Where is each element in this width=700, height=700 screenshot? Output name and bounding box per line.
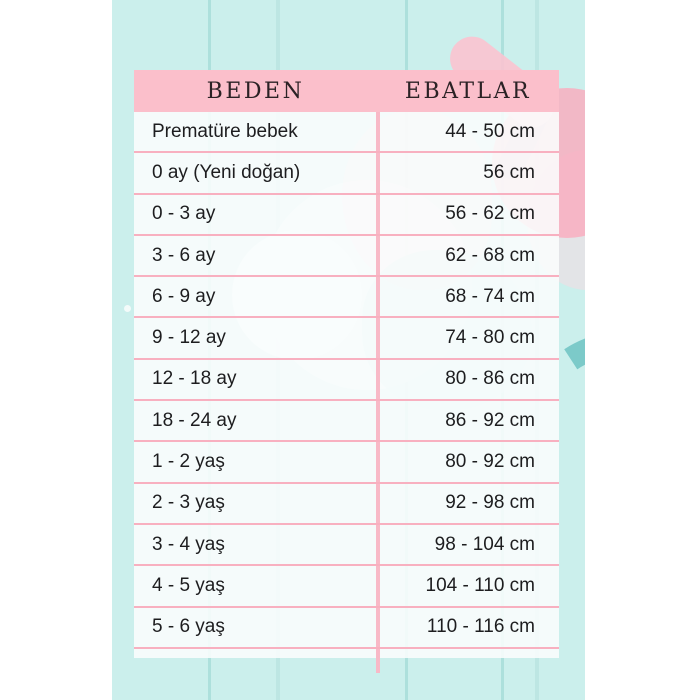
cell-size: 0 ay (Yeni doğan) bbox=[152, 161, 301, 183]
cell-dimensions: 110 - 116 cm bbox=[426, 616, 535, 638]
table-row: 0 - 3 ay 56 - 62 cm bbox=[134, 195, 559, 236]
column-header-size: BEDEN bbox=[206, 78, 305, 104]
table-body: Prematüre bebek 44 - 50 cm 0 ay (Yeni do… bbox=[134, 112, 559, 672]
column-header-size-cell: BEDEN bbox=[134, 79, 377, 104]
cell-size: 3 - 4 yaş bbox=[152, 533, 225, 555]
cell-size: 3 - 6 ay bbox=[152, 244, 216, 266]
cell-dimensions: 86 - 92 cm bbox=[445, 409, 535, 431]
column-header-dimensions: EBATLAR bbox=[404, 78, 532, 104]
cell-dimensions: 98 - 104 cm bbox=[434, 533, 535, 555]
cell-size: 4 - 5 yaş bbox=[152, 574, 225, 596]
cell-dimensions: 56 - 62 cm bbox=[445, 203, 535, 225]
cell-dimensions: 80 - 86 cm bbox=[445, 368, 535, 390]
cell-dimensions: 74 - 80 cm bbox=[445, 327, 535, 349]
size-chart-card: BEDEN EBATLAR Prematüre bebek 44 - 50 cm… bbox=[134, 70, 559, 672]
column-divider-tail bbox=[376, 658, 380, 673]
table-row: 4 - 5 yaş 104 - 110 cm bbox=[134, 566, 559, 608]
cell-dimensions: 80 - 92 cm bbox=[445, 451, 535, 473]
cell-size: Prematüre bebek bbox=[152, 120, 298, 142]
white-dot-shape bbox=[124, 305, 131, 312]
cell-size: 0 - 3 ay bbox=[152, 203, 216, 225]
cell-dimensions: 68 - 74 cm bbox=[445, 285, 535, 307]
cell-size: 2 - 3 yaş bbox=[152, 492, 225, 514]
table-row: Prematüre bebek 44 - 50 cm bbox=[134, 112, 559, 154]
table-row: 12 - 18 ay 80 - 86 cm bbox=[134, 360, 559, 402]
cell-size: 9 - 12 ay bbox=[152, 327, 226, 349]
cell-dimensions: 62 - 68 cm bbox=[445, 244, 535, 266]
table-row: 18 - 24 ay 86 - 92 cm bbox=[134, 401, 559, 443]
table-header-row: BEDEN EBATLAR bbox=[134, 70, 559, 112]
table-row: 0 ay (Yeni doğan) 56 cm bbox=[134, 153, 559, 195]
table-row: 2 - 3 yaş 92 - 98 cm bbox=[134, 484, 559, 525]
cell-size: 5 - 6 yaş bbox=[152, 616, 225, 638]
table-row: 3 - 4 yaş 98 - 104 cm bbox=[134, 525, 559, 567]
cell-size: 18 - 24 ay bbox=[152, 409, 237, 431]
cell-dimensions: 92 - 98 cm bbox=[445, 492, 535, 514]
table-row: 6 - 9 ay 68 - 74 cm bbox=[134, 277, 559, 319]
cell-dimensions: 56 cm bbox=[483, 161, 535, 183]
column-header-dimensions-cell: EBATLAR bbox=[377, 79, 559, 104]
cell-dimensions: 104 - 110 cm bbox=[425, 574, 535, 596]
table-row: 5 - 6 yaş 110 - 116 cm bbox=[134, 608, 559, 649]
cell-size: 12 - 18 ay bbox=[152, 368, 237, 390]
cell-size: 6 - 9 ay bbox=[152, 285, 216, 307]
table-row: 9 - 12 ay 74 - 80 cm bbox=[134, 318, 559, 360]
table-row: 1 - 2 yaş 80 - 92 cm bbox=[134, 442, 559, 484]
cell-size: 1 - 2 yaş bbox=[152, 451, 225, 473]
table-row bbox=[134, 649, 559, 688]
cell-dimensions: 44 - 50 cm bbox=[445, 120, 535, 142]
column-divider bbox=[376, 112, 380, 672]
table-row: 3 - 6 ay 62 - 68 cm bbox=[134, 236, 559, 278]
